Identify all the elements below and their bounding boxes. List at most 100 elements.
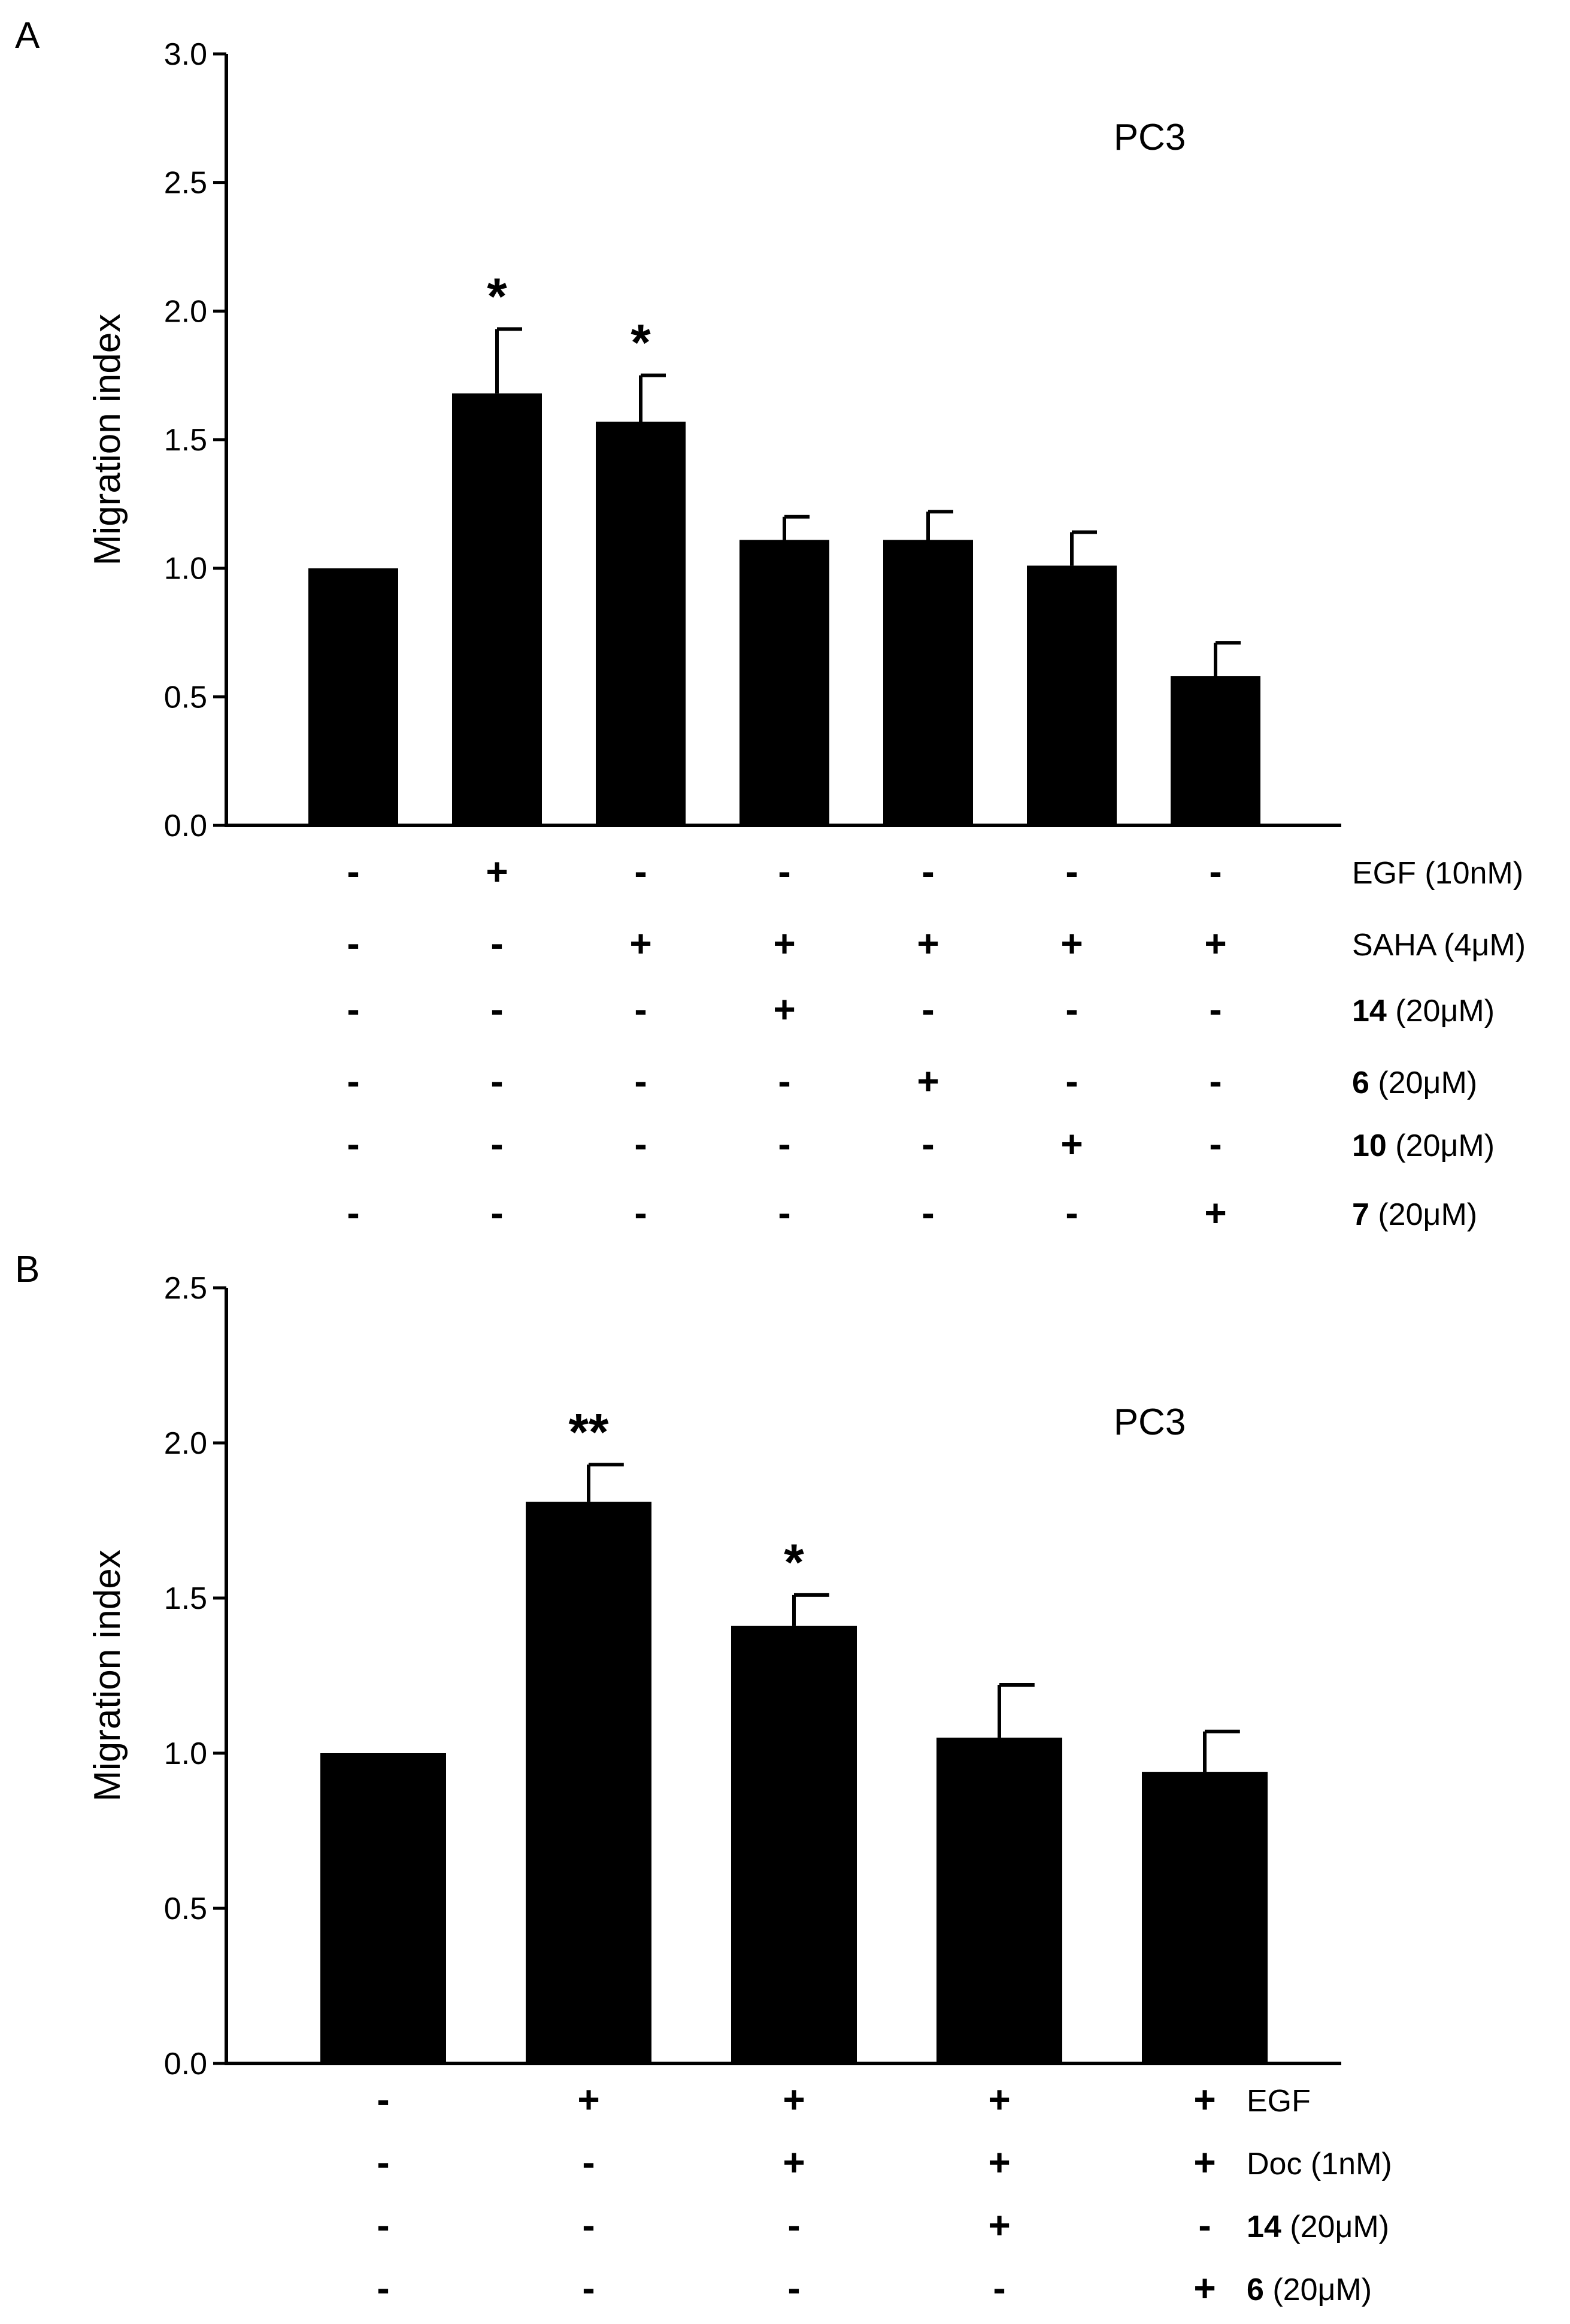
y-tick-label: 2.5	[164, 166, 207, 201]
condition-label: 14 (20μM)	[1247, 2210, 1389, 2244]
condition-sign: +	[1060, 1122, 1083, 1166]
condition-sign: -	[922, 1191, 934, 1234]
condition-sign: +	[629, 922, 651, 965]
compound-dose: (20μM)	[1264, 2272, 1372, 2307]
compound-id: 6	[1247, 2272, 1264, 2307]
condition-sign: -	[922, 850, 934, 893]
y-tick-label: 0.0	[164, 809, 207, 843]
panel-label: B	[15, 1249, 40, 1290]
condition-sign: -	[347, 850, 359, 893]
condition-sign: +	[773, 922, 795, 965]
y-tick-label: 2.0	[164, 294, 207, 329]
condition-sign: -	[634, 1060, 647, 1103]
compound-dose: (20μM)	[1387, 1128, 1495, 1163]
bar	[452, 393, 542, 825]
condition-sign: -	[347, 1191, 359, 1234]
condition-sign: -	[778, 1122, 790, 1166]
condition-sign: +	[1204, 1191, 1226, 1234]
y-tick-label: 1.0	[164, 1736, 207, 1771]
condition-sign: +	[988, 2078, 1010, 2121]
significance-marker: *	[784, 1534, 804, 1591]
condition-sign: +	[783, 2078, 805, 2121]
condition-label: EGF (10nM)	[1352, 856, 1523, 891]
condition-label: SAHA (4μM)	[1352, 928, 1526, 963]
condition-sign: +	[486, 850, 508, 893]
chart-title: PC3	[1114, 1402, 1186, 1443]
condition-sign: +	[1193, 2141, 1216, 2184]
condition-sign: +	[988, 2141, 1010, 2184]
condition-sign: -	[347, 1122, 359, 1166]
bar	[883, 540, 973, 825]
compound-id: 10	[1352, 1128, 1387, 1163]
condition-sign: -	[634, 1191, 647, 1234]
y-tick-label: 3.0	[164, 37, 207, 72]
compound-id: 6	[1352, 1066, 1369, 1100]
condition-sign: -	[1065, 850, 1078, 893]
condition-sign: +	[917, 922, 939, 965]
condition-sign: -	[1065, 1191, 1078, 1234]
condition-sign: -	[582, 2141, 595, 2184]
y-tick-label: 0.5	[164, 1892, 207, 1926]
bar	[1142, 1772, 1268, 2063]
condition-sign: -	[582, 2204, 595, 2247]
compound-id: 14	[1352, 994, 1387, 1028]
condition-sign: -	[490, 922, 503, 965]
bar	[526, 1502, 651, 2063]
compound-dose: (20μM)	[1369, 1197, 1477, 1232]
y-tick-label: 1.5	[164, 423, 207, 458]
condition-sign: -	[1209, 1060, 1222, 1103]
condition-sign: -	[490, 1060, 503, 1103]
condition-sign: -	[347, 922, 359, 965]
condition-sign: -	[787, 2204, 800, 2247]
condition-sign: -	[778, 850, 790, 893]
condition-label: 6 (20μM)	[1352, 1066, 1477, 1100]
significance-marker: **	[569, 1403, 609, 1461]
condition-sign: -	[634, 988, 647, 1031]
condition-sign: -	[1198, 2204, 1211, 2247]
y-tick-label: 0.0	[164, 2047, 207, 2081]
bar	[320, 1753, 446, 2063]
condition-sign: -	[490, 1191, 503, 1234]
condition-sign: -	[993, 2266, 1005, 2310]
significance-marker: *	[631, 314, 651, 372]
condition-sign: +	[783, 2141, 805, 2184]
condition-sign: -	[377, 2266, 389, 2310]
condition-sign: +	[1193, 2078, 1216, 2121]
condition-sign: -	[922, 1122, 934, 1166]
compound-id: 7	[1352, 1197, 1369, 1232]
condition-sign: +	[988, 2204, 1010, 2247]
panel-label: A	[15, 15, 40, 56]
condition-sign: +	[773, 988, 795, 1031]
condition-sign: -	[1209, 850, 1222, 893]
y-tick-label: 0.5	[164, 680, 207, 715]
condition-sign: -	[347, 988, 359, 1031]
chart-title: PC3	[1114, 117, 1186, 158]
condition-sign: -	[778, 1060, 790, 1103]
compound-dose: (20μM)	[1281, 2210, 1389, 2244]
condition-sign: +	[1060, 922, 1083, 965]
condition-sign: -	[1209, 1122, 1222, 1166]
condition-sign: -	[634, 1122, 647, 1166]
condition-label: 10 (20μM)	[1352, 1128, 1495, 1163]
condition-sign: -	[347, 1060, 359, 1103]
condition-sign: +	[1193, 2266, 1216, 2310]
condition-sign: -	[490, 988, 503, 1031]
condition-sign: -	[787, 2266, 800, 2310]
condition-sign: -	[582, 2266, 595, 2310]
condition-label: Doc (1nM)	[1247, 2147, 1392, 2181]
condition-sign: -	[922, 988, 934, 1031]
condition-sign: -	[1065, 988, 1078, 1031]
significance-marker: *	[487, 268, 507, 325]
condition-sign: -	[377, 2141, 389, 2184]
condition-sign: -	[1209, 988, 1222, 1031]
bar	[731, 1626, 857, 2063]
compound-dose: (20μM)	[1369, 1066, 1477, 1100]
panel-a: A PC3 Migration index 0.0 0.5 1.0 1.5 2.0 2.5 3.0…	[15, 15, 1526, 1234]
y-tick-label: 2.0	[164, 1426, 207, 1461]
bar	[596, 421, 686, 825]
bar	[1027, 565, 1117, 825]
condition-label: 7 (20μM)	[1352, 1197, 1477, 1232]
condition-sign: -	[634, 850, 647, 893]
